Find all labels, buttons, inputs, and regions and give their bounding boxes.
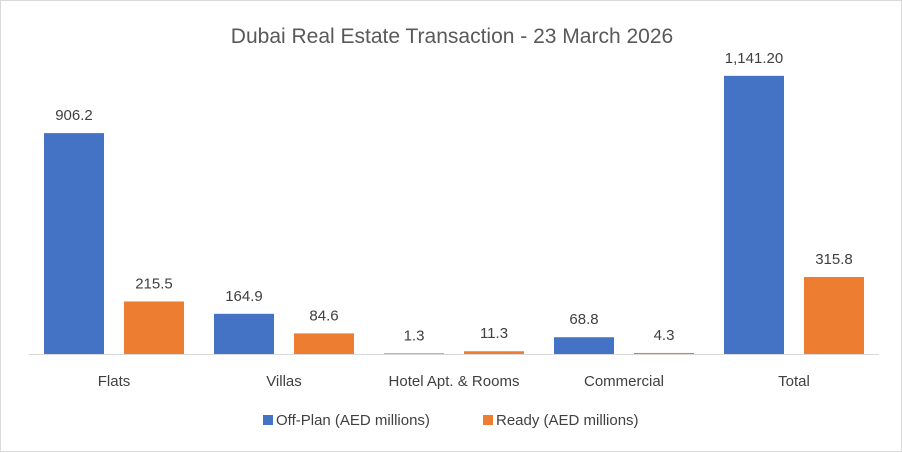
bar-off-plan-0 [44,133,104,354]
bar-off-plan-4 [724,75,784,355]
legend-swatch-ready [483,415,493,425]
data-label-off-plan-1: 164.9 [225,288,263,305]
data-label-ready-4: 315.8 [815,251,853,268]
data-label-ready-0: 215.5 [135,275,173,292]
data-label-ready-3: 4.3 [654,327,675,344]
category-label-0: Flats [98,373,131,390]
data-labels-group: 906.2 215.5 164.9 84.6 1.3 11.3 68.8 4.3 1,141.2… [55,50,853,345]
category-label-3: Commercial [584,373,664,390]
legend-swatch-off-plan [263,415,273,425]
chart-title: Dubai Real Estate Transaction - 23 March… [231,25,673,48]
bar-off-plan-1 [214,313,274,354]
category-labels-group: Flats Villas Hotel Apt. & Rooms Commercial T… [98,373,810,390]
bar-ready-2 [464,351,524,354]
category-label-4: Total [778,373,810,390]
data-label-off-plan-2: 1.3 [404,328,425,345]
legend-label-ready: Ready (AED millions) [496,412,639,429]
data-label-off-plan-4: 1,141.20 [725,50,783,67]
bar-off-plan-3 [554,337,614,354]
data-label-ready-2: 11.3 [480,325,508,342]
category-label-1: Villas [266,373,302,390]
legend: Off-Plan (AED millions) Ready (AED millio… [263,412,639,429]
data-label-off-plan-0: 906.2 [55,107,93,124]
bar-ready-3 [634,352,694,354]
bar-ready-0 [124,301,184,354]
data-label-ready-1: 84.6 [309,307,338,324]
data-label-off-plan-3: 68.8 [569,311,598,328]
bars-group [44,75,864,355]
legend-label-off-plan: Off-Plan (AED millions) [276,412,430,429]
bar-off-plan-2 [384,353,444,354]
bar-ready-4 [804,277,864,354]
bar-ready-1 [294,333,354,354]
category-label-2: Hotel Apt. & Rooms [389,373,520,390]
